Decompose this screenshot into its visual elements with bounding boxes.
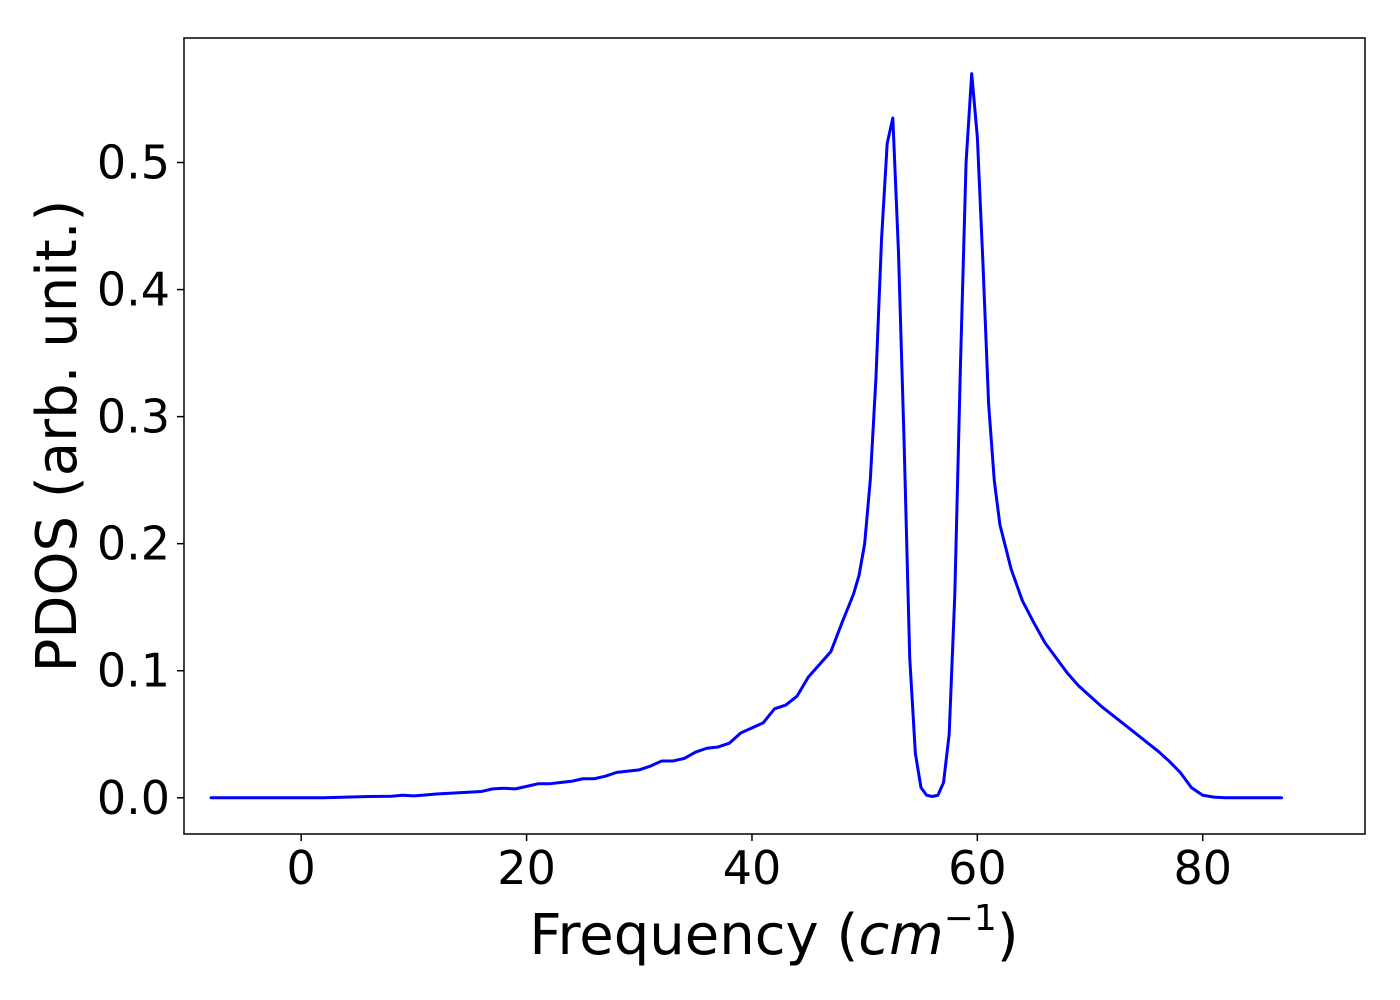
y-tick-label: 0.5: [97, 136, 170, 190]
y-axis-label: PDOS (arb. unit.): [25, 200, 90, 673]
y-tick-label: 0.4: [97, 263, 170, 317]
y-axis-ticks: 0.0 0.1 0.2 0.3 0.4 0.5: [97, 136, 184, 825]
x-tick-label: 60: [948, 841, 1007, 895]
y-tick-label: 0.1: [97, 644, 170, 698]
x-tick-label: 0: [287, 841, 316, 895]
x-tick-label: 80: [1173, 841, 1232, 895]
y-tick-label: 0.2: [97, 517, 170, 571]
plot-area-frame: [183, 37, 1366, 835]
x-tick-label: 20: [497, 841, 556, 895]
y-tick-label: 0.3: [97, 390, 170, 444]
pdos-series-line: [209, 72, 1284, 800]
x-tick-label: 40: [723, 841, 782, 895]
x-axis-ticks: 0 20 40 60 80: [287, 834, 1232, 895]
x-axis-label: Frequency (cm−1): [529, 898, 1018, 968]
y-tick-label: 0.0: [97, 771, 170, 825]
